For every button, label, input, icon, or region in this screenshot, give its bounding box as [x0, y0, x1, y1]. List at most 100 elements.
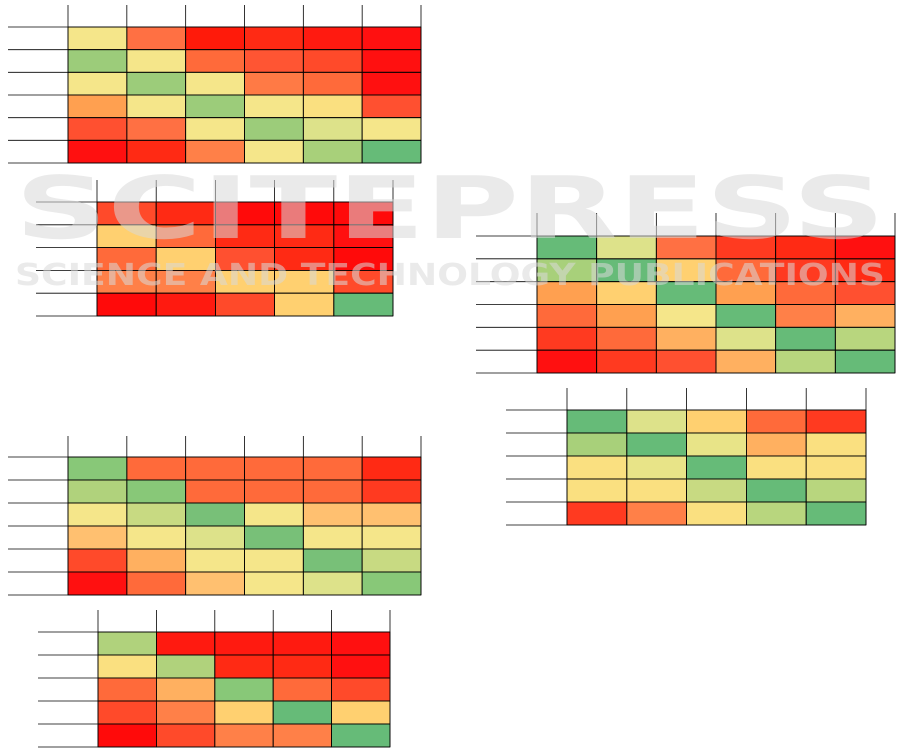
heatmap-cell [126, 479, 187, 504]
heatmap-cell [214, 654, 274, 679]
heatmap-cell [596, 349, 657, 374]
heatmap-cell [97, 631, 157, 656]
heatmap [36, 180, 394, 317]
heatmap-cell [805, 501, 867, 526]
heatmap-cell [834, 326, 896, 351]
heatmap [476, 213, 896, 374]
heatmap-cell [126, 71, 187, 96]
heatmap-cell [126, 571, 187, 596]
heatmap-cell [566, 478, 628, 503]
heatmap-cell [155, 700, 216, 725]
heatmap-cell [97, 654, 157, 679]
heatmap-cell [214, 292, 275, 317]
heatmap-cell [244, 456, 304, 481]
heatmap-cell [302, 571, 363, 596]
heatmap-cell [331, 700, 391, 725]
heatmap-cell [126, 525, 187, 550]
heatmap-cell [97, 700, 157, 725]
heatmap-cell [805, 409, 867, 434]
heatmap-cell [361, 479, 422, 504]
heatmap-cell [302, 71, 363, 96]
heatmap-cell [272, 677, 333, 702]
heatmap-cell [834, 304, 896, 328]
heatmap-cell [361, 548, 422, 573]
heatmap-cell [746, 501, 807, 526]
heatmap [38, 610, 391, 748]
heatmap-cell [746, 409, 807, 434]
heatmap-cell [185, 456, 245, 481]
heatmap-cell [272, 631, 333, 656]
heatmap-cell [626, 409, 687, 434]
heatmap-cell [244, 502, 304, 527]
heatmap-cell [155, 654, 216, 679]
heatmap-cell [626, 432, 687, 457]
heatmap-cell [155, 677, 216, 702]
heatmap-cell [566, 501, 628, 526]
heatmap-cell [302, 479, 363, 504]
heatmap-cell [244, 49, 304, 73]
heatmap-cell [361, 49, 422, 73]
heatmap-cell [805, 432, 867, 457]
heatmap-cell [67, 479, 128, 504]
heatmap-cell [155, 292, 216, 317]
heatmap-cell [596, 326, 657, 351]
heatmap-cell [244, 479, 304, 504]
heatmap-cell [596, 304, 657, 328]
heatmap-cell [185, 26, 245, 51]
heatmap-cell [214, 631, 274, 656]
heatmap-cell [97, 723, 157, 748]
heatmap-cell [67, 502, 128, 527]
heatmap-cell [126, 26, 187, 51]
heatmap-cell [715, 304, 777, 328]
heatmap-cell [244, 94, 304, 119]
heatmap-cell [155, 723, 216, 748]
heatmap-cell [185, 94, 245, 119]
heatmap-cell [126, 456, 187, 481]
heatmap-cell [302, 502, 363, 527]
heatmap-cell [97, 677, 157, 702]
heatmap-cell [302, 94, 363, 119]
heatmap-cell [67, 71, 128, 96]
watermark-title: SCITEPRESS [15, 159, 885, 259]
heatmap-cell [775, 349, 836, 374]
heatmap-cell [185, 479, 245, 504]
heatmap-cell [331, 654, 391, 679]
heatmap-cell [775, 326, 836, 351]
heatmap-cell [834, 349, 896, 374]
heatmap-cell [302, 525, 363, 550]
heatmap-cell [185, 117, 245, 141]
heatmap-cell [67, 548, 128, 573]
heatmap-cell [244, 571, 304, 596]
heatmap-cell [67, 571, 128, 596]
heatmap-cell [686, 501, 747, 526]
heatmap-cell [185, 49, 245, 73]
heatmap-cell [272, 654, 333, 679]
heatmap-cell [805, 478, 867, 503]
heatmap-cell [361, 117, 422, 141]
heatmap-cell [361, 26, 422, 51]
heatmap-cell [566, 455, 628, 480]
heatmap [8, 436, 422, 596]
heatmap-cell [67, 456, 128, 481]
heatmap-cell [126, 117, 187, 141]
heatmap-cell [244, 71, 304, 96]
heatmap-cell [566, 432, 628, 457]
heatmap-cell [331, 723, 391, 748]
heatmap-cell [655, 349, 717, 374]
heatmap-cell [126, 49, 187, 73]
watermark-subtitle: SCIENCE AND TECHNOLOGY PUBLICATIONS [15, 258, 885, 293]
heatmap-cell [361, 94, 422, 119]
heatmap-cell [361, 71, 422, 96]
heatmap-cell [244, 26, 304, 51]
heatmap-cell [155, 631, 216, 656]
heatmaps [8, 5, 896, 748]
heatmap-cell [331, 677, 391, 702]
heatmap-cell [126, 502, 187, 527]
heatmap-cell [214, 723, 274, 748]
heatmap-cell [536, 326, 598, 351]
heatmap-cell [244, 525, 304, 550]
heatmap-cell [67, 117, 128, 141]
heatmap-cell [302, 26, 363, 51]
heatmap-cell [185, 548, 245, 573]
